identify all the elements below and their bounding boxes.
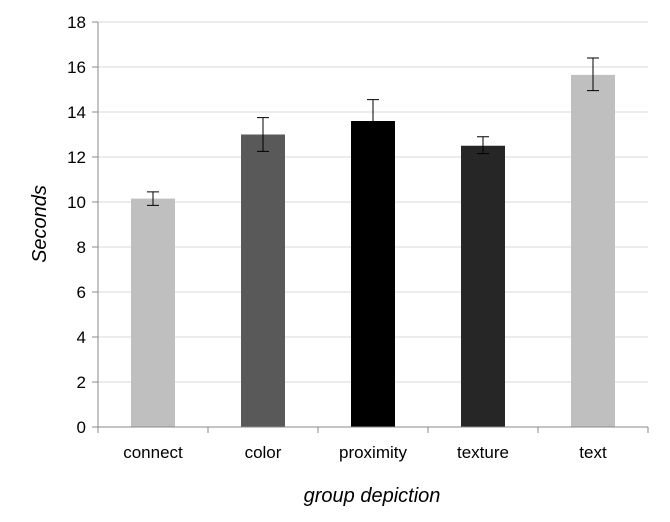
x-tick-label-text: text: [579, 443, 607, 462]
error-bar-proximity: [367, 99, 379, 142]
bar-connect: [131, 198, 175, 427]
y-tick-label: 2: [77, 373, 86, 392]
bars: [131, 74, 615, 427]
error-bar-color: [257, 117, 269, 152]
error-bar-text: [587, 57, 599, 92]
bar-texture: [461, 145, 505, 427]
y-tick-labels: 0 2 4 6 8 10 12 14 16 18: [67, 13, 86, 437]
error-bar-texture: [477, 136, 489, 155]
y-tick-label: 0: [77, 418, 86, 437]
error-bars: [147, 57, 599, 206]
y-tick-label: 14: [67, 103, 86, 122]
x-tick-labels: connect color proximity texture text: [123, 443, 607, 462]
bar-text: [571, 74, 615, 427]
bar-proximity: [351, 121, 395, 427]
axes: [92, 21, 649, 433]
error-bar-connect: [147, 191, 159, 206]
y-tick-label: 8: [77, 238, 86, 257]
y-tick-label: 12: [67, 148, 86, 167]
x-tick-label-connect: connect: [123, 443, 183, 462]
y-tick-label: 4: [77, 328, 86, 347]
x-axis-title: group depiction: [304, 485, 441, 507]
x-tick-label-proximity: proximity: [339, 443, 408, 462]
y-tick-label: 16: [67, 58, 86, 77]
x-tick-label-texture: texture: [457, 443, 509, 462]
y-tick-label: 18: [67, 13, 86, 32]
y-tick-label: 10: [67, 193, 86, 212]
bar-color: [241, 134, 285, 427]
y-tick-label: 6: [77, 283, 86, 302]
y-axis-title: Seconds: [29, 185, 51, 263]
x-tick-label-color: color: [245, 443, 282, 462]
